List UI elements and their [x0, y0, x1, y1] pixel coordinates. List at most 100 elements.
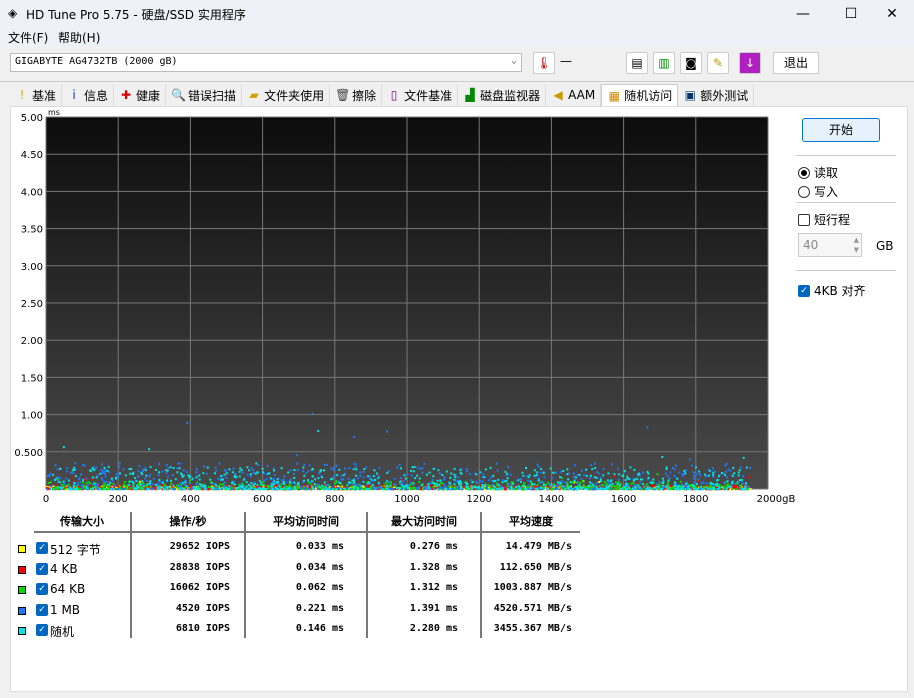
drive-select[interactable]: GIGABYTE AG4732TB (2000 gB) ⌄ [10, 53, 522, 72]
close-button[interactable]: ✕ [886, 6, 898, 22]
data-point [731, 480, 734, 483]
tab-5[interactable]: 🗑 擦除 [330, 84, 383, 106]
tab-0[interactable]: ! 基准 [10, 84, 63, 106]
data-point [697, 479, 700, 482]
data-point [491, 488, 494, 491]
menu-file[interactable]: 文件(F) [8, 31, 49, 45]
data-point [643, 485, 646, 488]
data-point [604, 487, 607, 490]
data-point [474, 486, 477, 489]
data-point [223, 481, 226, 484]
data-point [215, 469, 218, 472]
data-point [367, 488, 370, 491]
tab-9[interactable]: ▦ 随机访问 [601, 84, 679, 106]
data-point [256, 471, 259, 474]
copy-text-icon[interactable]: ▤ [626, 52, 648, 74]
data-point [87, 487, 90, 490]
tab-2[interactable]: ✚ 健康 [114, 84, 167, 106]
options-icon[interactable]: ✎ [707, 52, 729, 74]
data-point [591, 483, 594, 486]
start-button[interactable]: 开始 [802, 118, 880, 142]
tab-10[interactable]: ▣ 额外测试 [678, 84, 755, 106]
tab-6[interactable]: ▯ 文件基准 [382, 84, 459, 106]
data-point [323, 481, 326, 484]
data-point [347, 483, 350, 486]
data-point [387, 487, 390, 490]
data-point [552, 471, 555, 474]
data-point [366, 481, 369, 484]
series-checkbox[interactable]: ✓ [36, 624, 48, 636]
spinner-arrows-icon[interactable]: ▲ ▼ [853, 236, 859, 254]
data-point [714, 470, 717, 473]
radio-write-indicator[interactable] [798, 185, 810, 198]
data-point [657, 487, 660, 490]
data-point [318, 472, 321, 475]
checkbox-indicator[interactable]: ✓ [798, 284, 810, 297]
exit-button[interactable]: 退出 [773, 52, 819, 74]
data-point [211, 485, 214, 488]
data-point [106, 488, 109, 491]
short-stroke-checkbox[interactable]: 短行程 [798, 211, 850, 228]
data-point [738, 484, 741, 487]
data-point [457, 482, 460, 485]
series-checkbox[interactable]: ✓ [36, 603, 48, 616]
data-point [282, 478, 285, 481]
radio-write[interactable]: 写入 [798, 183, 838, 200]
tab-3[interactable]: 🔍 错误扫描 [166, 84, 243, 106]
data-point [690, 464, 693, 467]
data-point [600, 487, 603, 490]
maximize-button[interactable]: ☐ [844, 6, 858, 22]
data-point [692, 477, 695, 480]
data-point [217, 485, 220, 488]
data-point [495, 482, 498, 485]
minimize-button[interactable]: — [796, 6, 810, 22]
data-point [304, 488, 307, 491]
data-point [533, 474, 536, 477]
data-point [638, 474, 641, 477]
camera-icon[interactable]: ◙ [680, 52, 702, 74]
tab-1[interactable]: i 信息 [62, 84, 115, 106]
data-point [732, 466, 735, 469]
app-icon: ◈ [8, 6, 18, 20]
data-point [265, 478, 268, 481]
data-point [505, 474, 508, 477]
data-point [674, 488, 677, 491]
radio-read-indicator[interactable] [798, 166, 810, 179]
short-stroke-input[interactable]: 40 ▲ ▼ [798, 233, 862, 257]
data-point [129, 480, 132, 483]
temperature-icon[interactable]: 🌡 [533, 52, 555, 74]
data-point [134, 487, 137, 490]
download-icon[interactable]: ↓ [739, 52, 761, 74]
y-tick-label: 1.00 [21, 411, 43, 422]
checkbox-indicator[interactable] [798, 213, 810, 226]
data-point [332, 486, 335, 489]
data-point [636, 477, 639, 480]
data-point [387, 481, 390, 484]
data-point [372, 485, 375, 488]
tab-4[interactable]: ▰ 文件夹使用 [242, 84, 331, 106]
data-point [530, 481, 533, 484]
data-point [527, 476, 530, 479]
tab-8[interactable]: ◀ AAM [546, 84, 602, 106]
data-point [243, 487, 246, 490]
data-point [460, 482, 463, 485]
data-point [247, 488, 250, 491]
data-point [210, 481, 213, 484]
data-point [270, 482, 273, 485]
series-checkbox[interactable]: ✓ [36, 562, 48, 575]
data-point [713, 485, 716, 488]
tab-7[interactable]: ▟ 磁盘监视器 [458, 84, 547, 106]
copy-image-icon[interactable]: ▥ [653, 52, 675, 74]
data-point [517, 487, 520, 490]
data-point [286, 484, 289, 487]
data-point [561, 486, 564, 489]
radio-read[interactable]: 读取 [798, 164, 838, 181]
series-checkbox[interactable]: ✓ [36, 583, 48, 595]
data-point [124, 474, 127, 477]
data-point [712, 475, 715, 478]
data-point [432, 475, 435, 478]
align-4kb-checkbox[interactable]: ✓ 4KB 对齐 [798, 282, 866, 299]
cell-iops: 4520 IOPS [175, 602, 230, 614]
menu-help[interactable]: 帮助(H) [58, 31, 101, 45]
series-checkbox[interactable]: ✓ [36, 542, 48, 554]
